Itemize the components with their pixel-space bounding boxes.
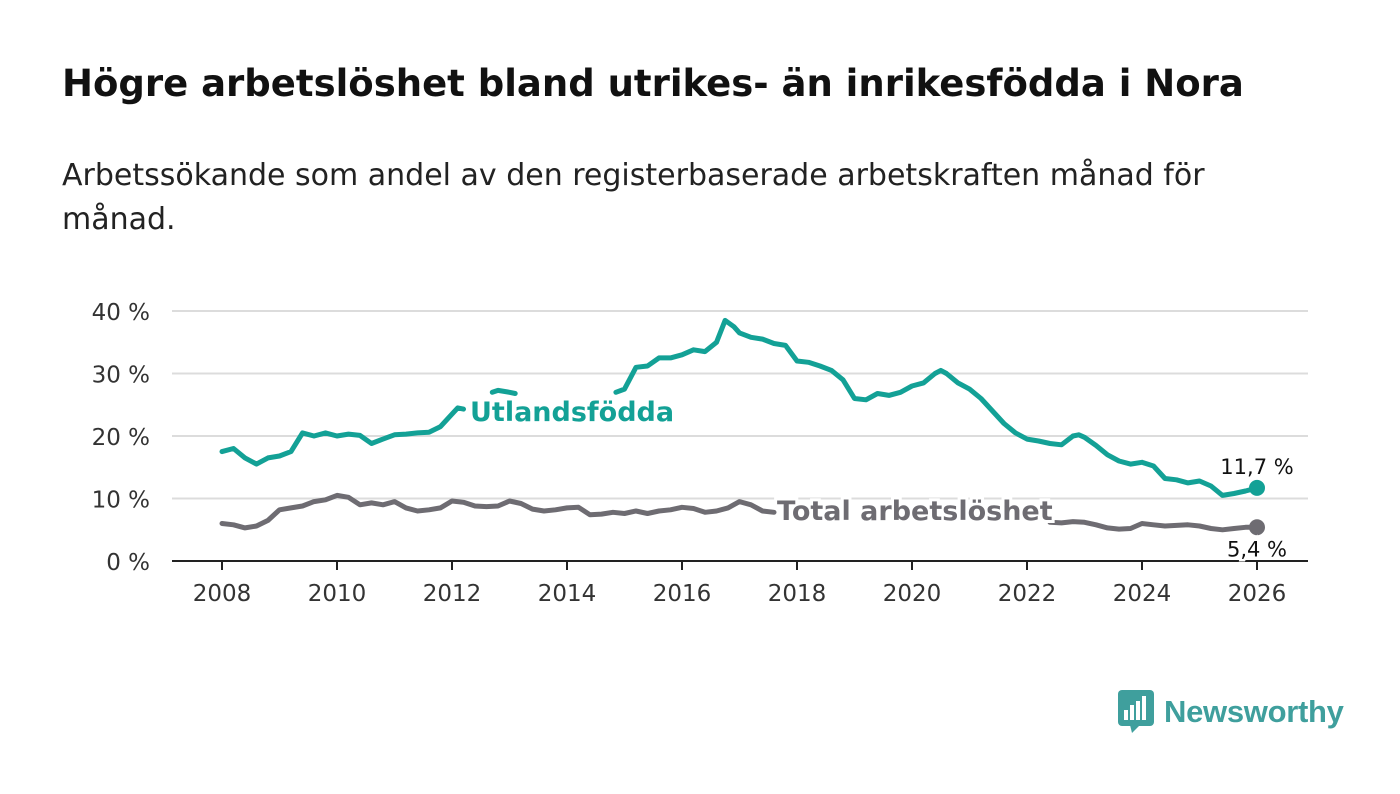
x-tick-label: 2016	[653, 581, 712, 607]
utlandsfodda-line	[219, 317, 1260, 498]
y-tick-label: 40 %	[92, 300, 150, 326]
x-tick-label: 2014	[538, 581, 597, 607]
x-tick-label: 2020	[883, 581, 942, 607]
newsworthy-logo: Newsworthy	[1118, 690, 1344, 734]
utlandsfodda-series-label: Utlandsfödda	[470, 397, 674, 428]
total-arbetsloshet-line	[219, 492, 1260, 533]
x-tick-label: 2018	[768, 581, 827, 607]
brand-name: Newsworthy	[1164, 694, 1344, 729]
line-chart: 0 % 10 % 20 % 30 % 40 % 2008 2010 2012 2014 2016 2…	[92, 300, 1308, 607]
y-tick-label: 30 %	[92, 363, 150, 389]
y-tick-label: 20 %	[92, 425, 150, 451]
chart-subtitle: Arbetssökande som andel av den registerb…	[62, 158, 1205, 237]
x-tick-label: 2022	[998, 581, 1057, 607]
total-arbetsloshet-end-marker	[1249, 519, 1265, 536]
x-tick-label: 2024	[1113, 581, 1172, 607]
y-tick-label: 0 %	[106, 550, 150, 576]
utlandsfodda-end-marker	[1249, 479, 1265, 496]
total-arbetsloshet-series-label: Total arbetslöshet	[777, 496, 1053, 527]
y-tick-label: 10 %	[92, 488, 150, 514]
chart-title: Högre arbetslöshet bland utrikes- än inr…	[62, 62, 1244, 105]
x-tick-label: 2012	[423, 581, 482, 607]
x-tick-label: 2026	[1228, 581, 1287, 607]
total-arbetsloshet-end-label: 5,4 %	[1227, 537, 1287, 561]
x-tick-label: 2008	[193, 581, 252, 607]
bar-chart-speech-bubble-icon	[1118, 690, 1154, 733]
x-tick-label: 2010	[308, 581, 367, 607]
utlandsfodda-end-label: 11,7 %	[1220, 455, 1293, 479]
